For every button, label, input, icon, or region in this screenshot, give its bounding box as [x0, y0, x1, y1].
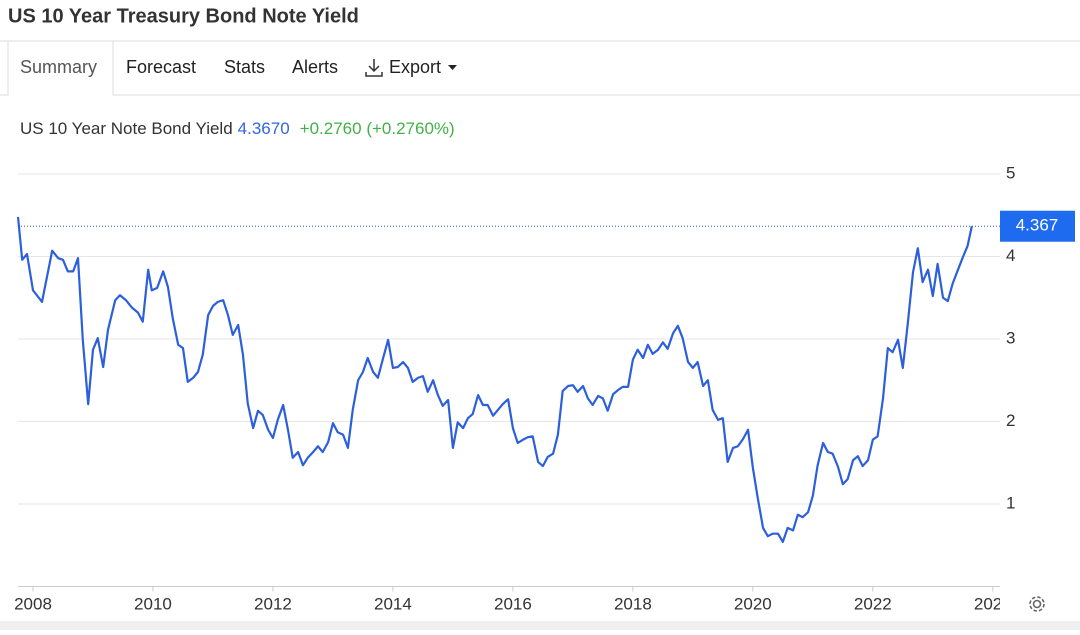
last-value-box [1000, 210, 1075, 242]
y-tick-label: 5 [1006, 163, 1015, 182]
y-tick-label: 3 [1006, 328, 1015, 347]
x-tick-label: 2022 [854, 594, 892, 613]
last-value-label: 4.367 [1016, 216, 1059, 235]
x-tick-label: 2008 [14, 594, 52, 613]
page-title: US 10 Year Treasury Bond Note Yield [8, 5, 359, 27]
scrollbar [0, 621, 1080, 630]
tab-border [0, 40, 1080, 96]
x-tick-label: 2020 [734, 594, 772, 613]
tab[interactable]: Stats [224, 57, 265, 77]
series-name: US 10 Year Note Bond Yield [20, 119, 233, 138]
x-tick-label: 2014 [374, 594, 412, 613]
x-tick-label: 2016 [494, 594, 532, 613]
y-tick-label: 1 [1006, 493, 1015, 512]
legend: US 10 Year Note Bond Yield 4.3670 +0.2760 … [20, 119, 455, 138]
x-tick-label: 2024 [974, 594, 1012, 613]
x-ticks: 2008 2010 2012 2014 2016 2018 2020 2022 2024 [14, 586, 1012, 613]
tab[interactable]: Forecast [126, 57, 196, 77]
plot: 1 2 3 4 5 2008 2010 2012 2014 2016 2018 2020 2022 202… [14, 163, 1075, 613]
caret [448, 65, 457, 70]
change: +0.2760 (+0.2760%) [300, 119, 455, 138]
download-icon [365, 59, 383, 77]
tab[interactable]: Export [389, 57, 441, 77]
y-tick-label: 2 [1006, 411, 1015, 430]
x-tick-label: 2010 [134, 594, 172, 613]
tab[interactable]: Alerts [292, 57, 338, 77]
x-tick-label: 2018 [614, 594, 652, 613]
price: 4.3670 [238, 119, 290, 138]
y-tick-label: 4 [1006, 246, 1015, 265]
series-line [16, 216, 973, 544]
settings-icon[interactable] [1029, 596, 1045, 612]
x-tick-label: 2012 [254, 594, 292, 613]
tab[interactable]: Summary [20, 57, 97, 77]
